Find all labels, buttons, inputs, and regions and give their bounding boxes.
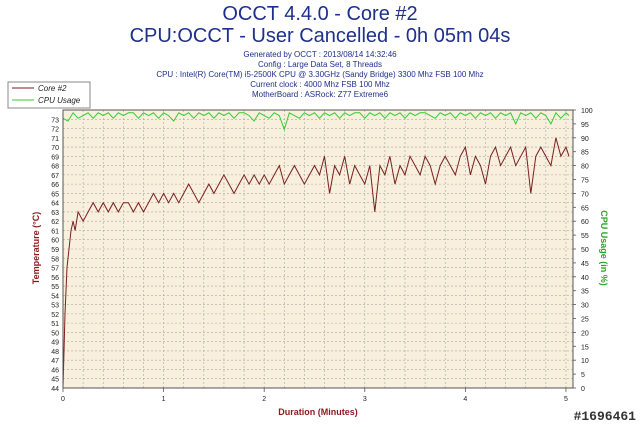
y2-tick-label: 70: [581, 191, 589, 198]
series-line-core-2: [62, 137, 570, 389]
y-tick-label: 57: [51, 266, 59, 273]
info-generated: Generated by OCCT : 2013/08/14 14:32:46: [243, 50, 397, 59]
y-tick-label: 52: [51, 312, 59, 319]
y-tick-label: 58: [51, 256, 59, 263]
chart-subtitle: CPU:OCCT - User Cancelled - 0h 05m 04s: [129, 25, 511, 47]
y-tick-label: 71: [51, 136, 59, 143]
y2-tick-label: 60: [581, 219, 589, 226]
watermark: #1696461: [573, 409, 636, 424]
y-tick-label: 73: [51, 117, 59, 124]
y-tick-label: 50: [51, 330, 59, 337]
y2-tick-label: 75: [581, 178, 589, 185]
info-config: Config : Large Data Set, 8 Threads: [258, 60, 382, 69]
y-tick-label: 67: [51, 173, 59, 180]
grid: [63, 110, 573, 389]
y-tick-label: 64: [51, 201, 59, 208]
y-tick-label: 69: [51, 154, 59, 161]
x-tick-label: 2: [262, 396, 266, 403]
y-axis-ticks: 44 45 46 47 48 49 50 51 52 53 54 55 56 57 58 59 60 61 62 63…: [51, 117, 59, 393]
y2-tick-label: 45: [581, 261, 589, 268]
y2-tick-label: 15: [581, 344, 589, 351]
legend-label-cpu-usage: CPU Usage: [38, 96, 81, 105]
x-axis-ticks: 0 1 2 3 4 5: [61, 388, 568, 403]
y-tick-label: 45: [51, 377, 59, 384]
chart-title: OCCT 4.4.0 - Core #2: [222, 3, 418, 25]
y-tick-label: 70: [51, 145, 59, 152]
info-clock: Current clock : 4000 Mhz FSB 100 Mhz: [250, 80, 390, 89]
y-tick-label: 53: [51, 303, 59, 310]
y2-tick-label: 30: [581, 303, 589, 310]
x-tick-label: 4: [463, 396, 467, 403]
y2-axis-label: CPU Usage (in %): [599, 210, 609, 286]
x-tick-label: 1: [162, 396, 166, 403]
y2-tick-label: 5: [581, 372, 585, 379]
y2-axis-ticks: 0 5 10 15 20 25 30 35 40 45 50 55 60 65 70 75 80 85 90 95 10…: [573, 108, 593, 393]
y2-tick-label: 85: [581, 150, 589, 157]
y2-tick-label: 100: [581, 108, 593, 115]
x-axis-label: Duration (Minutes): [278, 407, 358, 417]
legend-label-core-2: Core #2: [38, 84, 67, 93]
info-cpu: CPU : Intel(R) Core(TM) i5-2500K CPU @ 3…: [156, 70, 484, 79]
legend-box: [7, 81, 91, 109]
x-tick-label: 3: [363, 396, 367, 403]
x-tick-label: 0: [61, 396, 65, 403]
y-tick-label: 59: [51, 247, 59, 254]
y-tick-label: 61: [51, 228, 59, 235]
y-tick-label: 63: [51, 210, 59, 217]
y-tick-label: 44: [51, 386, 59, 393]
y-tick-label: 49: [51, 340, 59, 347]
y-tick-label: 68: [51, 164, 59, 171]
y2-tick-label: 20: [581, 330, 589, 337]
series-line-cpu-usage: [62, 111, 570, 132]
plot-frame: [62, 109, 574, 389]
y2-tick-label: 25: [581, 317, 589, 324]
info-motherboard: MotherBoard : ASRock: Z77 Extreme6: [251, 90, 389, 99]
y2-tick-label: 65: [581, 205, 589, 212]
y-tick-label: 72: [51, 127, 59, 134]
y-tick-label: 48: [51, 349, 59, 356]
y-tick-label: 62: [51, 219, 59, 226]
y-tick-label: 56: [51, 275, 59, 282]
y-tick-label: 65: [51, 191, 59, 198]
y-tick-label: 51: [51, 321, 59, 328]
y-tick-label: 54: [51, 293, 59, 300]
legend: Core #2 CPU Usage: [7, 81, 91, 109]
y2-tick-label: 35: [581, 289, 589, 296]
y-tick-label: 46: [51, 367, 59, 374]
y2-tick-label: 55: [581, 233, 589, 240]
y-tick-label: 47: [51, 358, 59, 365]
y-tick-label: 66: [51, 182, 59, 189]
y-tick-label: 55: [51, 284, 59, 291]
y2-tick-label: 90: [581, 136, 589, 143]
y2-tick-label: 80: [581, 164, 589, 171]
y-axis-label: Temperature (°C): [31, 212, 41, 284]
x-tick-label: 5: [564, 396, 568, 403]
y2-tick-label: 10: [581, 358, 589, 365]
y2-tick-label: 50: [581, 247, 589, 254]
y-tick-label: 60: [51, 238, 59, 245]
y2-tick-label: 40: [581, 275, 589, 282]
y2-tick-label: 95: [581, 122, 589, 129]
y2-tick-label: 0: [581, 386, 585, 393]
